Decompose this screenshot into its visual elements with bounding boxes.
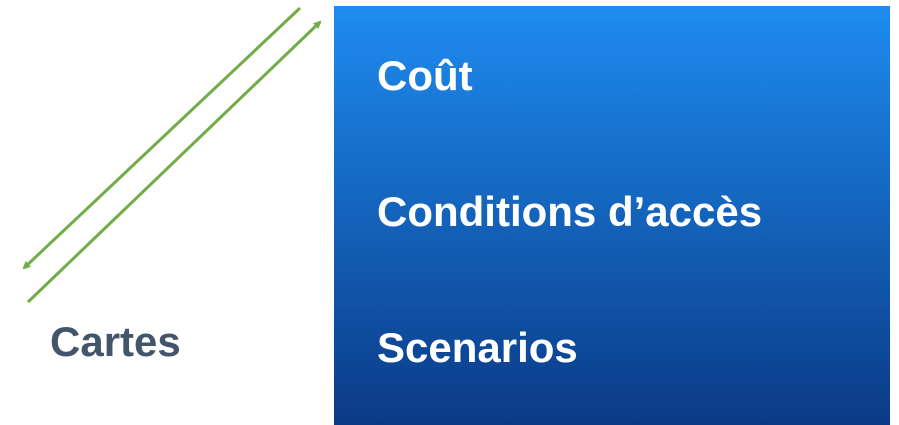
arrow-left	[22, 6, 302, 270]
box: Coût Conditions d’accès Scenarios	[334, 6, 890, 425]
arrow-right	[26, 20, 322, 304]
label: Cartes	[50, 318, 181, 365]
item: Scenarios	[377, 324, 578, 371]
item: Coût	[377, 52, 473, 99]
item: Conditions d’accès	[377, 188, 763, 235]
